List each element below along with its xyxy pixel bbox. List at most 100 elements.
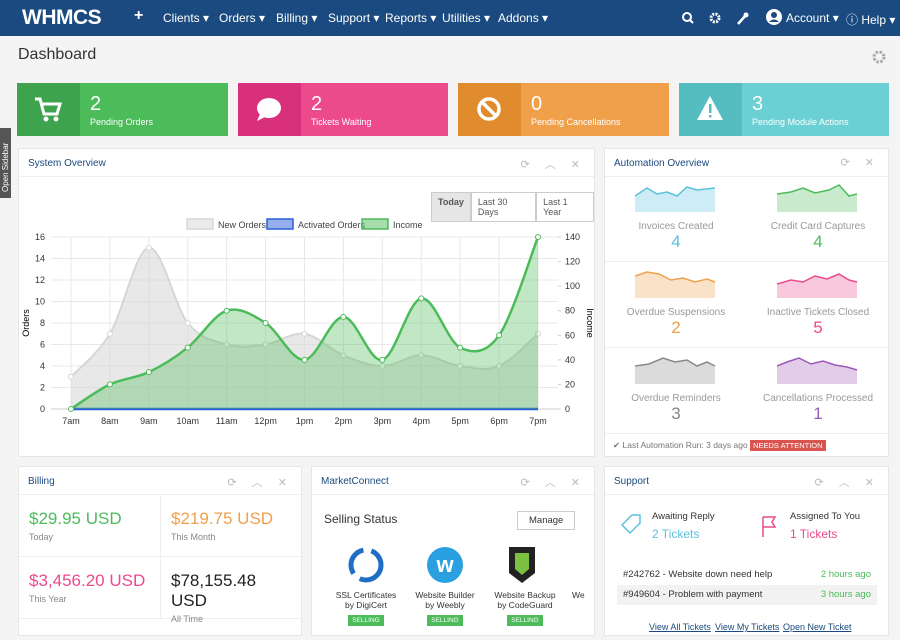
product-name: We bbox=[572, 590, 585, 600]
legend-label: Income bbox=[393, 220, 423, 230]
product-logos: w bbox=[348, 547, 535, 583]
automation-label: Inactive Tickets Closed bbox=[766, 307, 870, 318]
y-tick-label: 12 bbox=[35, 275, 45, 285]
ticket-row[interactable]: #949604 - Problem with payment 3 hours ag… bbox=[617, 585, 877, 605]
manage-button[interactable]: Manage bbox=[517, 511, 576, 530]
y-tick-label: 4 bbox=[40, 361, 45, 371]
marketconnect-panel: MarketConnect ⟳ ︿ ✕ Selling Status Manage… bbox=[311, 466, 595, 636]
period: Today bbox=[29, 532, 54, 542]
data-point bbox=[68, 406, 74, 412]
amount: $3,456.20 USD bbox=[29, 571, 146, 590]
menu-item[interactable]: Billing ▾ bbox=[276, 11, 318, 25]
x-tick-label: 8am bbox=[101, 416, 119, 426]
tile-label: Pending Cancellations bbox=[531, 117, 621, 127]
tile-count: 2 bbox=[90, 93, 102, 115]
product: We bbox=[572, 590, 594, 600]
amount: $78,155.48 USD bbox=[171, 571, 257, 610]
data-point bbox=[340, 352, 347, 359]
data-point bbox=[262, 320, 269, 326]
data-point bbox=[145, 244, 152, 251]
ticket-row[interactable]: #242762 - Website down need help 2 hours … bbox=[617, 565, 877, 585]
automation-value: 2 bbox=[671, 318, 681, 337]
range-button[interactable]: Last 1 Year bbox=[536, 192, 594, 222]
menu-item[interactable]: Orders ▾ bbox=[219, 11, 266, 25]
data-point bbox=[262, 341, 269, 348]
x-tick-label: 4pm bbox=[412, 416, 430, 426]
tile[interactable]: 3 Pending Module Actions bbox=[679, 83, 889, 136]
svg-text:w: w bbox=[435, 552, 454, 577]
panel-title: Automation Overview bbox=[605, 149, 888, 177]
link[interactable]: View My Tickets bbox=[715, 622, 780, 632]
product-name: Website Backup bbox=[494, 590, 556, 600]
product-vendor: by CodeGuard bbox=[497, 600, 553, 610]
add-button[interactable]: + bbox=[134, 7, 144, 24]
billing-cell: $78,155.48 USD All Time bbox=[161, 557, 303, 624]
data-point bbox=[535, 234, 541, 240]
automation-value: 5 bbox=[813, 318, 823, 337]
x-tick-label: 3pm bbox=[374, 416, 392, 426]
automation-value: 4 bbox=[813, 232, 823, 251]
menu-item[interactable]: Reports ▾ bbox=[385, 11, 437, 25]
logo[interactable]: WHMCS bbox=[22, 6, 102, 29]
amount: $219.75 USD bbox=[171, 509, 274, 528]
page-title: Dashboard bbox=[18, 46, 97, 63]
help-menu[interactable]: ⓘ Help ▾ bbox=[846, 13, 896, 27]
data-point bbox=[145, 369, 152, 376]
menu-item[interactable]: Clients ▾ bbox=[163, 11, 210, 25]
tile[interactable]: 2 Pending Orders bbox=[17, 83, 228, 136]
y2-tick-label: 60 bbox=[565, 330, 575, 340]
subtitle: Selling Status bbox=[324, 512, 398, 526]
panel-controls[interactable]: ⟳ ︿ ✕ bbox=[520, 159, 586, 171]
chat-icon bbox=[257, 98, 281, 121]
menu-item[interactable]: Addons ▾ bbox=[498, 11, 549, 25]
ban-icon bbox=[477, 97, 501, 121]
range-button[interactable]: Today bbox=[431, 192, 471, 222]
product: Website Backup by CodeGuard SELLING bbox=[485, 590, 565, 626]
y2-tick-label: 100 bbox=[565, 281, 580, 291]
legend-swatch bbox=[266, 218, 294, 230]
panel-controls[interactable]: ⟳ ︿ ✕ bbox=[227, 477, 293, 489]
y-tick-label: 14 bbox=[35, 254, 45, 264]
data-point bbox=[223, 341, 230, 348]
legend-label: Activated Orders bbox=[298, 220, 366, 230]
link[interactable]: View All Tickets bbox=[649, 622, 711, 632]
panel-controls[interactable]: ⟳ ︿ ✕ bbox=[520, 477, 586, 489]
period: This Month bbox=[171, 532, 216, 542]
panel-title: Billing bbox=[19, 467, 301, 495]
tile[interactable]: 0 Pending Cancellations bbox=[458, 83, 669, 136]
menu-item[interactable]: Utilities ▾ bbox=[442, 11, 491, 25]
product-name: SSL Certificates bbox=[335, 590, 397, 600]
automation-label: Invoices Created bbox=[638, 221, 714, 232]
range-button[interactable]: Last 30 Days bbox=[470, 192, 537, 222]
link[interactable]: Open New Ticket bbox=[783, 622, 852, 632]
data-point bbox=[184, 320, 191, 326]
sparkline bbox=[776, 273, 858, 298]
help-label: Help bbox=[861, 13, 887, 27]
y2-tick-label: 20 bbox=[565, 379, 575, 389]
panel-title: MarketConnect bbox=[312, 467, 594, 495]
account-menu[interactable]: Account ▾ bbox=[786, 11, 839, 25]
menu-item[interactable]: Support ▾ bbox=[328, 11, 380, 25]
panel-controls[interactable]: ⟳ ︿ ✕ bbox=[814, 477, 880, 489]
ticket-subject: #242762 - Website down need help bbox=[623, 569, 773, 580]
x-tick-label: 7am bbox=[62, 416, 80, 426]
panel-controls[interactable]: ⟳ ✕ bbox=[840, 157, 880, 169]
ticket-subject: #949604 - Problem with payment bbox=[623, 589, 763, 600]
menu-label: Reports bbox=[385, 11, 428, 25]
settings-icon[interactable] bbox=[872, 50, 886, 64]
y2-axis-title: Income bbox=[585, 308, 594, 338]
tile-label: Tickets Waiting bbox=[311, 117, 372, 127]
tile[interactable]: 2 Tickets Waiting bbox=[238, 83, 448, 136]
tile-count: 0 bbox=[531, 93, 543, 115]
period: All Time bbox=[171, 614, 204, 624]
sidebar-toggle[interactable]: Open Sidebar bbox=[0, 128, 11, 198]
account-icon bbox=[766, 9, 782, 25]
legend-label: New Orders bbox=[218, 220, 267, 230]
menu-label: Billing bbox=[276, 11, 309, 25]
data-point bbox=[496, 363, 503, 369]
y2-tick-label: 80 bbox=[565, 306, 575, 316]
y2-tick-label: 40 bbox=[565, 355, 575, 365]
automation-item: Invoices Created 4 bbox=[605, 184, 747, 252]
nav-icons[interactable] bbox=[680, 10, 760, 26]
